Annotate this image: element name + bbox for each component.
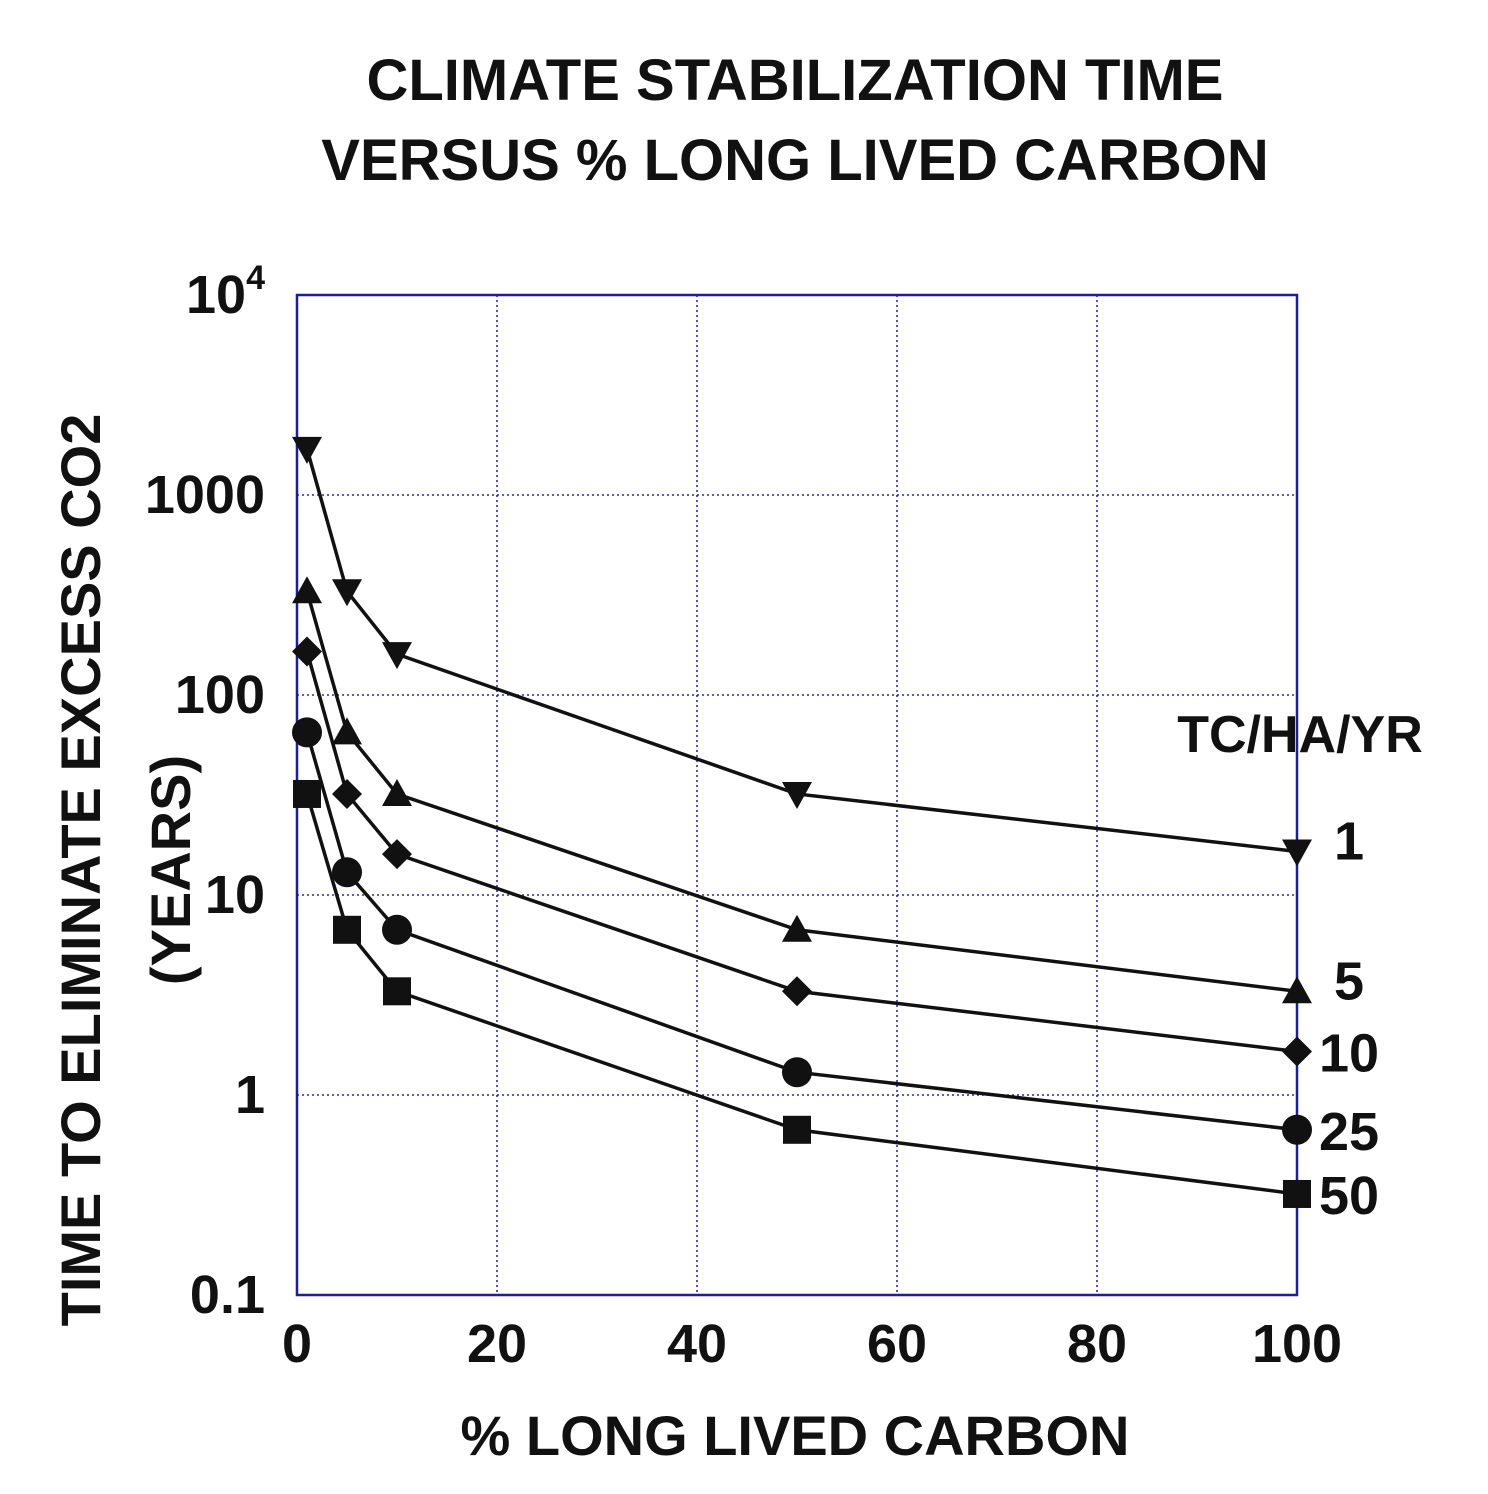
chart-title-line-2: VERSUS % LONG LIVED CARBON	[321, 128, 1268, 193]
data-point-25-3	[782, 1057, 812, 1088]
data-point-1-3	[782, 781, 812, 809]
data-point-25-4	[1282, 1114, 1312, 1145]
data-point-10-2	[382, 839, 412, 870]
y-tick-label-5: 0.1	[190, 1265, 265, 1325]
data-point-25-2	[382, 914, 412, 945]
tick-labels: 0 20 40 60 80 100 104 1000 100 10 1 0.1	[145, 259, 1342, 1374]
data-point-1-4	[1282, 839, 1312, 867]
data-point-5-0	[292, 576, 322, 604]
series-1: 1	[292, 436, 1364, 872]
series-label-25: 25	[1319, 1102, 1379, 1162]
grid	[297, 295, 1297, 1295]
data-point-50-3	[783, 1115, 811, 1144]
series-label-50: 50	[1319, 1166, 1379, 1226]
y-tick-label-0: 104	[186, 259, 265, 325]
x-tick-label-1: 20	[467, 1314, 527, 1374]
data-point-10-3	[782, 976, 812, 1007]
data-point-5-2	[382, 778, 412, 806]
data-point-25-1	[332, 857, 362, 888]
series-25: 25	[292, 717, 1379, 1162]
series-50: 50	[293, 779, 1379, 1226]
data-point-50-1	[333, 915, 361, 944]
series-label-10: 10	[1319, 1024, 1379, 1084]
data-point-25-0	[292, 717, 322, 748]
x-axis-title: % LONG LIVED CARBON	[461, 1404, 1130, 1467]
x-tick-label-3: 60	[867, 1314, 927, 1374]
y-axis-title-line-2: (YEARS)	[139, 755, 202, 985]
series-label-5: 5	[1334, 951, 1364, 1011]
data-point-1-0	[292, 436, 322, 464]
data-point-50-4	[1283, 1179, 1311, 1208]
x-tick-label-5: 100	[1252, 1314, 1342, 1374]
data-point-1-1	[332, 579, 362, 607]
series-5: 5	[292, 576, 1364, 1011]
y-axis-title-line-1: TIME TO ELIMINATE EXCESS CO2	[49, 414, 112, 1327]
data-point-5-3	[782, 914, 812, 942]
y-tick-label-3: 10	[205, 865, 265, 925]
data-point-1-2	[382, 642, 412, 670]
data-point-5-4	[1282, 976, 1312, 1004]
x-tick-label-0: 0	[282, 1314, 312, 1374]
data-point-10-0	[292, 636, 322, 667]
y-tick-label-1: 1000	[145, 465, 265, 525]
y-tick-label-4: 1	[235, 1065, 265, 1125]
y-tick-label-2: 100	[175, 665, 265, 725]
x-tick-label-2: 40	[667, 1314, 727, 1374]
data-point-5-1	[332, 717, 362, 745]
data-point-50-2	[383, 977, 411, 1006]
legend-title: TC/HA/YR	[1177, 706, 1423, 764]
chart-title-line-1: CLIMATE STABILIZATION TIME	[366, 48, 1223, 113]
series-label-1: 1	[1334, 812, 1364, 872]
series-10: 10	[292, 636, 1379, 1084]
data-point-10-4	[1282, 1036, 1312, 1067]
x-tick-label-4: 80	[1067, 1314, 1127, 1374]
data-point-10-1	[332, 778, 362, 809]
data-point-50-0	[293, 779, 321, 808]
